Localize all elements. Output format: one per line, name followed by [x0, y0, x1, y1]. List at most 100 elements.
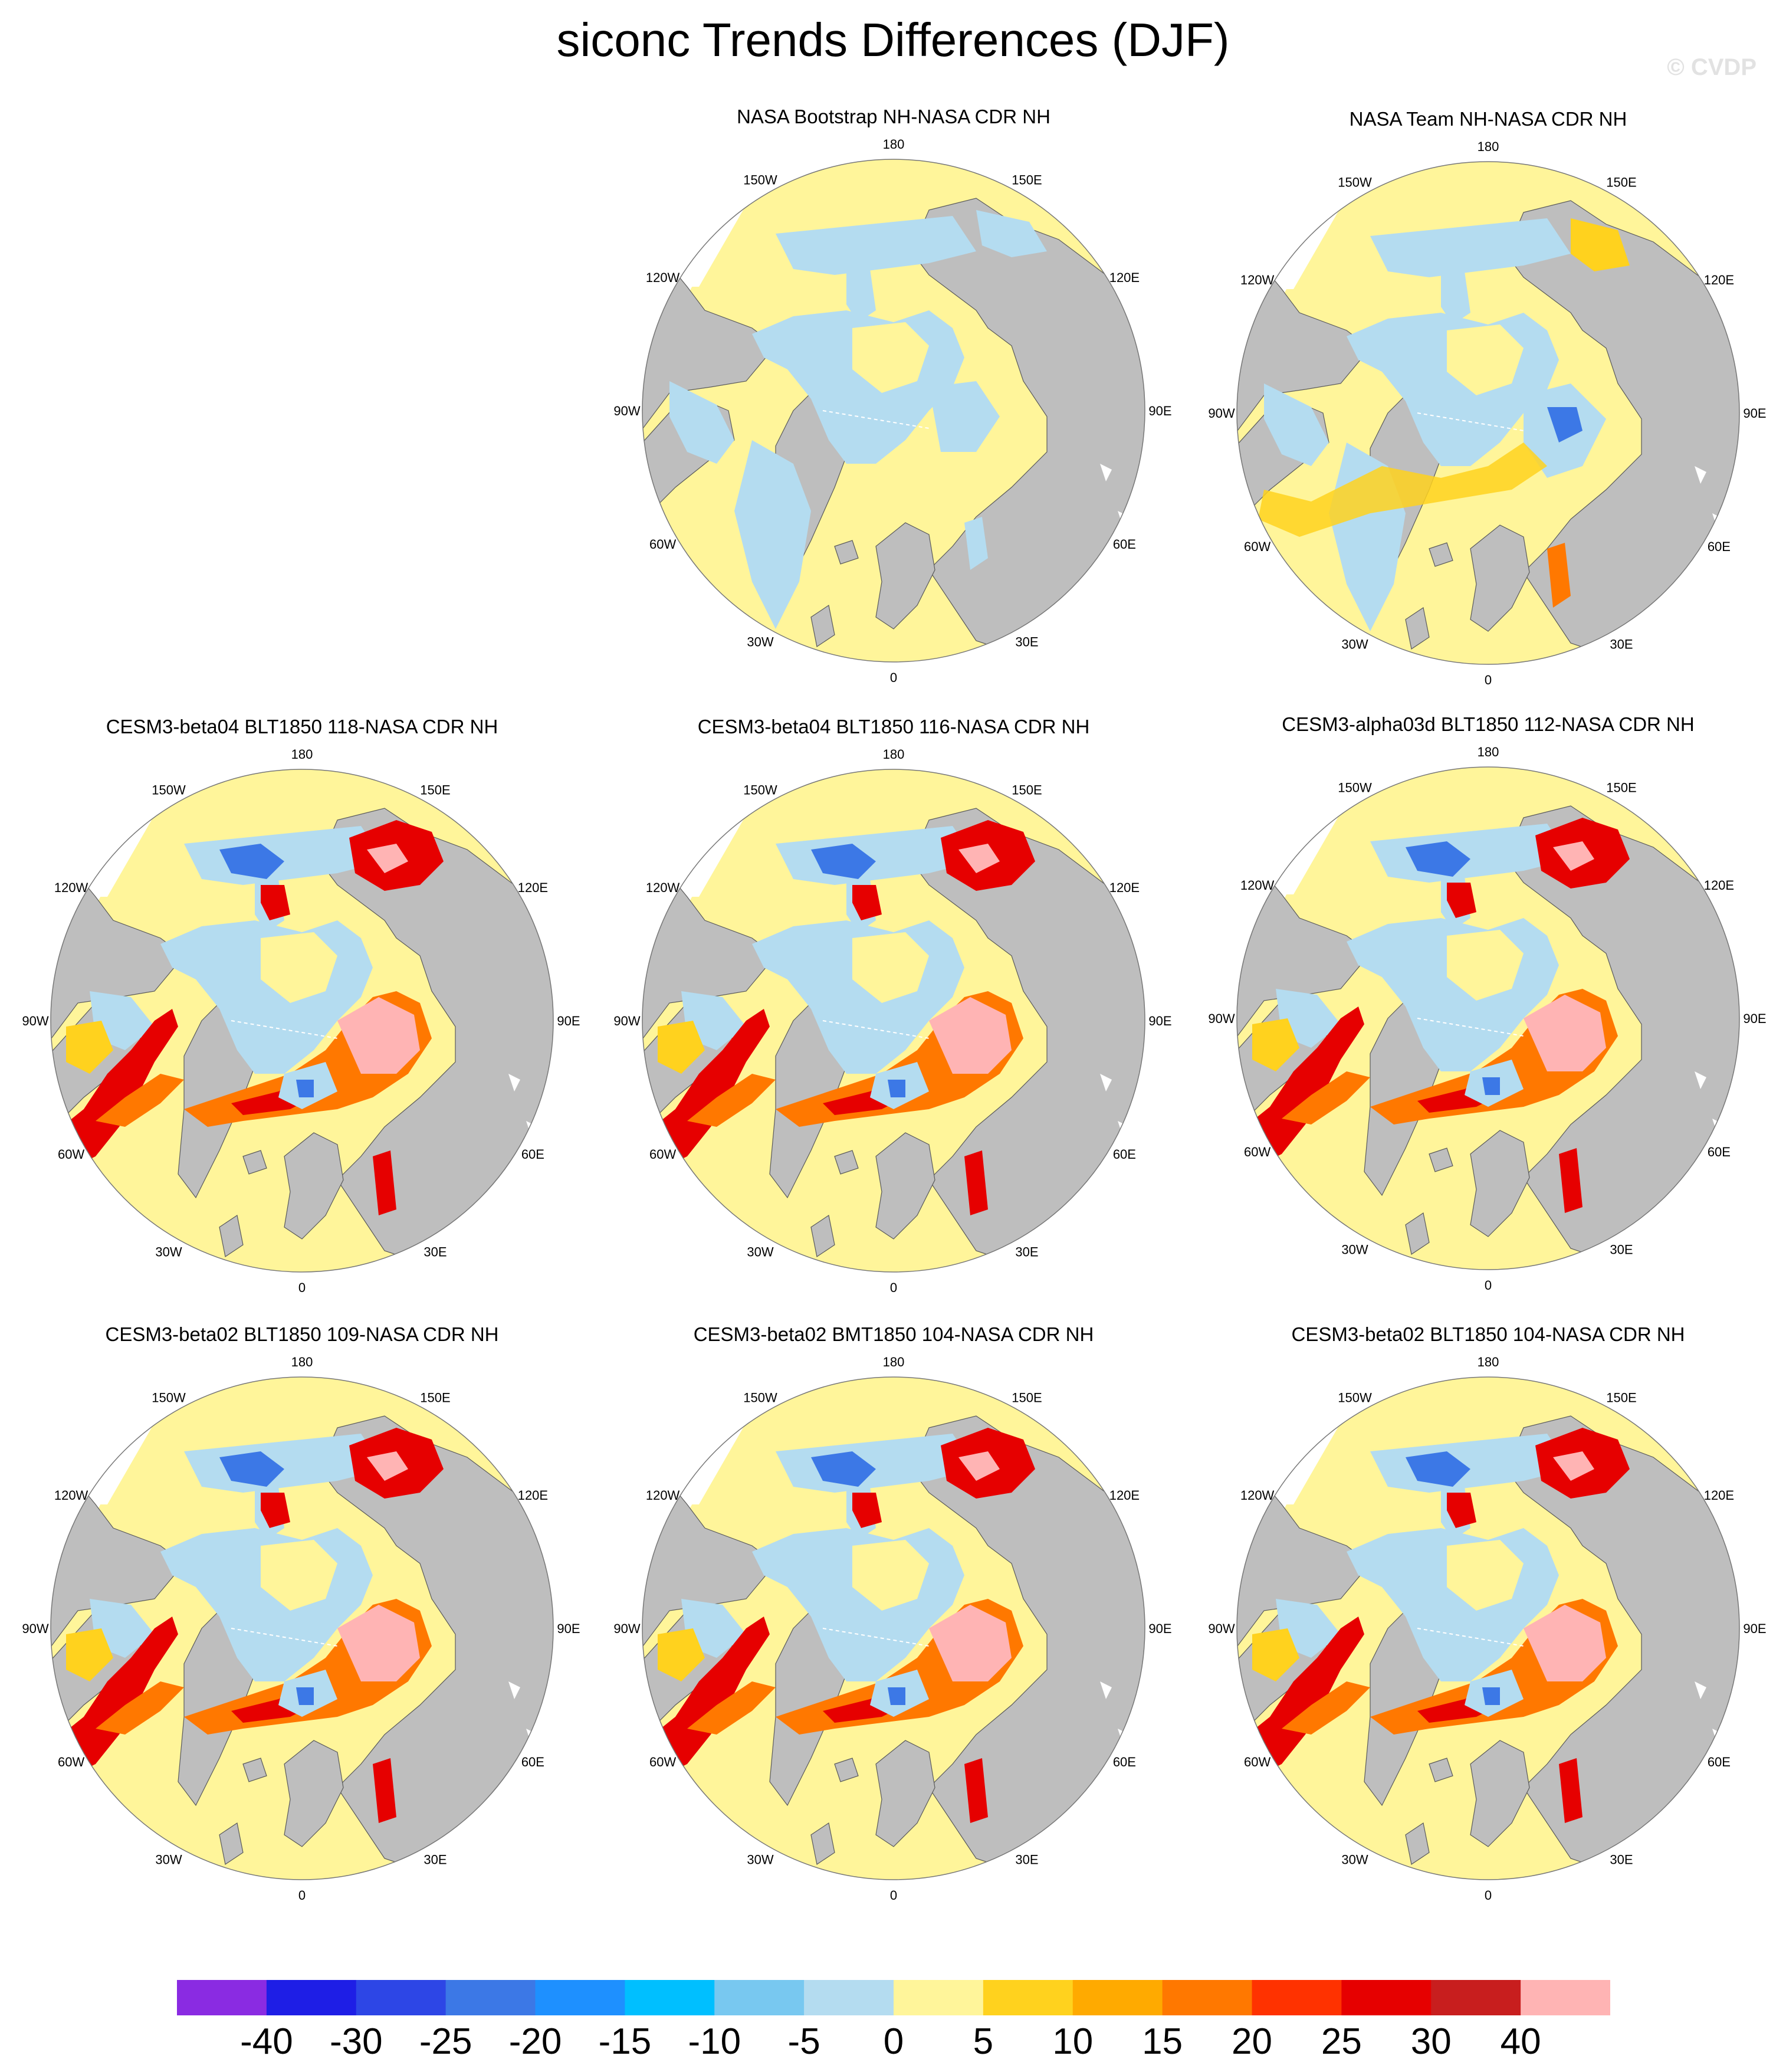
- hudson-zone: [658, 1021, 705, 1074]
- lake: [1100, 1074, 1112, 1091]
- lon-label-90E: 90E: [1148, 1014, 1171, 1028]
- lon-label-150E: 150E: [420, 1391, 450, 1405]
- lon-label-30E: 30E: [1015, 1852, 1038, 1867]
- colorbar-swatch: [445, 1980, 536, 2015]
- lon-label-180: 180: [1478, 1355, 1499, 1369]
- polar-map: 180 150E 120E 90E 60E 30E 0 30W 60W 90W 120W 150W: [1208, 1355, 1766, 1903]
- lon-label-180: 180: [1478, 139, 1499, 154]
- colorbar-label: 25: [1321, 2021, 1362, 2062]
- labrador-zone: [646, 1009, 770, 1168]
- lon-label-120E: 120E: [518, 880, 548, 895]
- map-panel: NASA Bootstrap NH-NASA CDR NH 180 150E 120…: [599, 104, 1189, 694]
- nordic-decline: [1482, 1077, 1500, 1095]
- lon-label-60E: 60E: [1113, 537, 1136, 552]
- baffin-sector: [1264, 383, 1329, 466]
- colorbar-label: 40: [1500, 2021, 1541, 2062]
- lake: [1665, 590, 1689, 614]
- lon-label-90E: 90E: [1743, 1011, 1766, 1026]
- panel-title: CESM3-alpha03d BLT1850 112-NASA CDR NH: [1282, 713, 1695, 735]
- hudson-zone: [658, 1628, 705, 1681]
- lon-label-120E: 120E: [1109, 270, 1140, 285]
- lon-label-90W: 90W: [613, 1621, 640, 1636]
- land: [875, 1132, 935, 1240]
- lon-label-0: 0: [298, 1280, 306, 1295]
- okhotsk-core: [958, 844, 1000, 873]
- lon-label-180: 180: [883, 1355, 905, 1369]
- lon-label-0: 0: [1485, 1278, 1492, 1293]
- lon-label-120E: 120E: [1109, 880, 1140, 895]
- lon-label-150W: 150W: [152, 1391, 186, 1405]
- map-border: [1236, 766, 1740, 1270]
- panel-title: CESM3-beta02 BLT1850 109-NASA CDR NH: [105, 1323, 499, 1345]
- okhotsk-core: [1553, 1451, 1594, 1481]
- panel-title: CESM3-beta02 BMT1850 104-NASA CDR NH: [693, 1323, 1094, 1345]
- lon-label-120W: 120W: [1240, 273, 1275, 287]
- land: [875, 1740, 935, 1847]
- lon-label-90W: 90W: [1208, 1621, 1235, 1636]
- nordic-decline: [888, 1080, 905, 1097]
- colorbar-labels: -40 -30 -25 -20 -15 -10 -5 0 5 10 15 20 25 30 40: [177, 2021, 1610, 2068]
- colorbar-label: -15: [598, 2021, 652, 2062]
- lon-label-60W: 60W: [1244, 1145, 1270, 1159]
- lon-label-30W: 30W: [1341, 637, 1368, 651]
- colorbar-swatch: [625, 1980, 715, 2015]
- lake: [1695, 1681, 1706, 1699]
- lon-label-180: 180: [883, 137, 905, 152]
- map-border: [50, 769, 554, 1273]
- lon-label-30E: 30E: [1610, 1242, 1633, 1257]
- colorbar: [177, 1980, 1610, 2015]
- lon-label-30W: 30W: [155, 1244, 182, 1259]
- land: [1470, 524, 1530, 632]
- barents-zone: [929, 1605, 1012, 1681]
- land: [1405, 607, 1430, 650]
- okhotsk-zone: [1571, 218, 1630, 271]
- colorbar-swatch: [983, 1980, 1073, 2015]
- basin-patch: [1447, 1540, 1524, 1611]
- colorbar-swatch: [1431, 1980, 1521, 2015]
- lon-label-150W: 150W: [743, 1391, 777, 1405]
- okhotsk-zone: [976, 210, 1047, 257]
- land: [834, 1758, 859, 1782]
- pacific-band: [1370, 218, 1571, 277]
- lon-label-150W: 150W: [1338, 1391, 1372, 1405]
- bering-decline: [1406, 841, 1470, 877]
- lake: [508, 1681, 520, 1699]
- colorbar-label: -25: [419, 2021, 472, 2062]
- lon-label-180: 180: [291, 1355, 313, 1369]
- lon-label-150E: 150E: [1606, 781, 1636, 795]
- lon-label-180: 180: [291, 747, 313, 762]
- lon-label-90E: 90E: [1148, 1621, 1171, 1636]
- lon-label-60E: 60E: [1113, 1755, 1136, 1769]
- lon-label-120W: 120W: [1240, 1488, 1275, 1503]
- lake: [1100, 1681, 1112, 1699]
- lon-label-60W: 60W: [58, 1755, 84, 1769]
- basin-patch: [1447, 324, 1524, 395]
- bering-zone: [852, 1493, 882, 1528]
- grid-line: [822, 1628, 930, 1647]
- map-panel: CESM3-beta02 BMT1850 104-NASA CDR NH 180…: [599, 1322, 1189, 1912]
- colorbar-swatch: [1162, 1980, 1253, 2015]
- land: [219, 1215, 244, 1257]
- lon-label-150W: 150W: [1338, 781, 1372, 795]
- land: [1470, 1130, 1530, 1237]
- lon-label-60W: 60W: [649, 537, 676, 552]
- lon-label-150E: 150E: [1012, 1391, 1042, 1405]
- lon-label-150W: 150W: [152, 783, 186, 798]
- bering-channel: [1441, 271, 1470, 324]
- labrador-zone: [1240, 1617, 1364, 1776]
- map-border: [642, 1376, 1145, 1880]
- okhotsk-core: [367, 844, 408, 873]
- map-panel: CESM3-beta02 BLT1850 109-NASA CDR NH 180…: [7, 1322, 597, 1912]
- colorbar-label: -40: [240, 2021, 293, 2062]
- barents-zone: [337, 997, 420, 1074]
- pacific-band: [776, 216, 976, 275]
- atlantic-sector: [734, 440, 811, 629]
- lon-label-90W: 90W: [22, 1014, 48, 1028]
- land: [1429, 542, 1453, 567]
- land: [1405, 1212, 1430, 1255]
- lon-label-90E: 90E: [1743, 1621, 1766, 1636]
- okhotsk-core: [958, 1451, 1000, 1481]
- watermark: © CVDP: [1667, 54, 1757, 80]
- lon-label-120W: 120W: [646, 880, 680, 895]
- land: [284, 1740, 344, 1847]
